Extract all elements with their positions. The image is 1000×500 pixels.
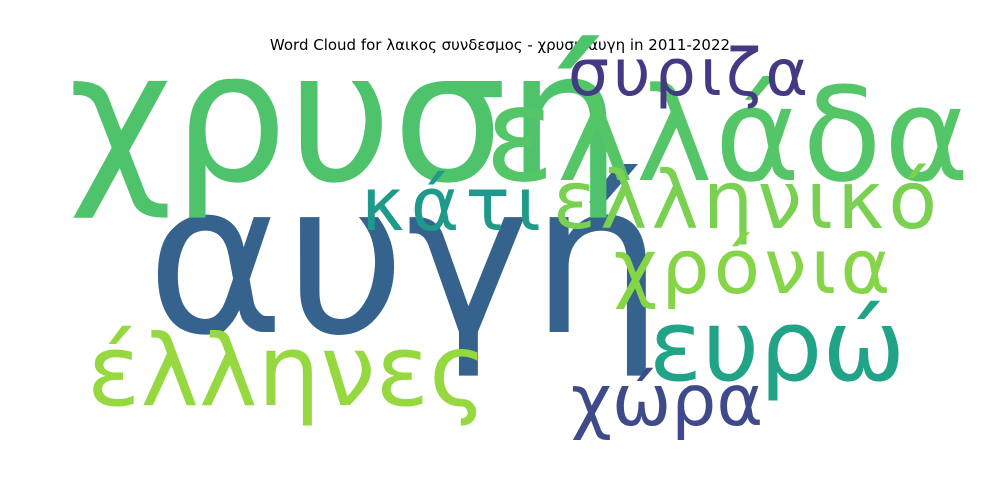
word-5: έλληνες <box>87 314 487 429</box>
word-2: χρυσή <box>68 12 622 223</box>
word-3: ελλάδα <box>484 59 971 211</box>
word-1: αυγή <box>146 137 663 382</box>
chart-title: Word Cloud for λαικος συνδεσμος - χρυση … <box>269 36 731 54</box>
word-10: συριζα <box>568 36 812 111</box>
word-8: κάτι <box>361 162 547 248</box>
word-6: ελληνικό <box>553 154 941 247</box>
word-9: χώρα <box>571 359 763 442</box>
word-7: χρόνια <box>614 222 895 311</box>
word-4: ευρώ <box>649 289 906 404</box>
